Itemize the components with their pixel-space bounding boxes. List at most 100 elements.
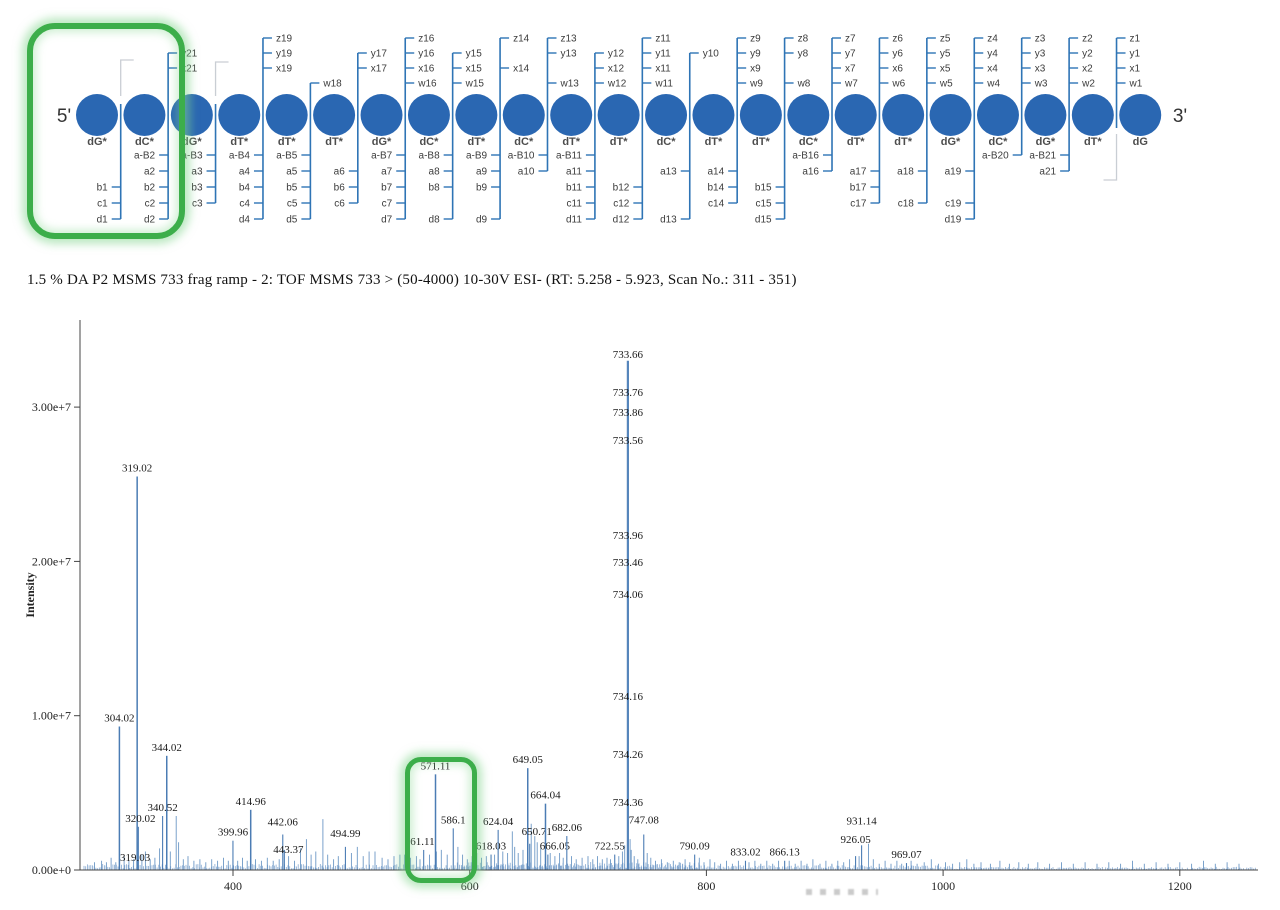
residue-circle [787, 94, 830, 136]
residue-label: dC* [135, 136, 155, 148]
fragment-ion-label: x9 [750, 64, 761, 75]
fragment-ion-label: w7 [844, 79, 858, 90]
peak-label: 586.1 [441, 814, 466, 826]
fragment-ion-label: a19 [945, 167, 962, 178]
fragment-ion-label: c2 [145, 199, 156, 210]
isotope-peak-label: 733.86 [613, 407, 644, 419]
peak-label: 650.71 [522, 826, 552, 838]
fragment-ion-label: z7 [845, 34, 856, 45]
clipped-gray-text-fragment [806, 889, 878, 895]
peak-label: 722.55 [595, 841, 626, 853]
fragment-ion-label: d1 [97, 215, 109, 226]
fragment-ion-label: a5 [286, 167, 298, 178]
fragment-ion-label: x6 [892, 64, 903, 75]
fragment-ion-label: c7 [382, 199, 393, 210]
peak-label: 320.02 [125, 813, 155, 825]
fragment-ion-label: d12 [613, 215, 630, 226]
peak-label: 304.02 [104, 713, 134, 725]
fragment-ion-label: d15 [755, 215, 772, 226]
fragment-ion-label: z2 [1082, 34, 1093, 45]
residue-label: dG [1133, 136, 1148, 148]
fragment-ion-label: x12 [608, 64, 625, 75]
fragment-ion-label: y2 [1082, 49, 1093, 60]
fragment-ion-label: c14 [708, 199, 725, 210]
fragment-ion-label: a-B10 [508, 151, 535, 162]
fragment-ion-label: b14 [707, 183, 724, 194]
fragment-ion-label: a-B3 [181, 151, 203, 162]
fragment-ion-label: b3 [191, 183, 203, 194]
fragment-ion-label: d2 [144, 215, 156, 226]
residue-label: dT* [705, 136, 723, 148]
fragment-ion-label: x5 [940, 64, 951, 75]
isotope-peak-label: 733.66 [613, 349, 644, 361]
fragment-ion-label: y7 [845, 49, 856, 60]
minor-peaks [94, 816, 1240, 870]
peak-label: 494.99 [330, 828, 361, 840]
fragment-ion-label: a-B5 [276, 151, 298, 162]
fragment-ion-label: b6 [334, 183, 346, 194]
fragment-ion-label: b2 [144, 183, 156, 194]
fragment-ion-label: b8 [429, 183, 441, 194]
peak-label: 682.06 [552, 822, 583, 834]
residue-label: dT* [847, 136, 865, 148]
fragment-ion-label: z11 [655, 34, 671, 45]
peak-label: 443.37 [273, 844, 304, 856]
isotope-peak-label: 733.46 [613, 557, 644, 569]
fragment-ion-label: a13 [660, 167, 677, 178]
residue-circle [1119, 94, 1162, 136]
fragment-ion-label: c12 [613, 199, 630, 210]
fragment-ion-label: b15 [755, 183, 772, 194]
peak-label: 561.11 [405, 836, 435, 848]
peak-label: 969.07 [891, 849, 922, 861]
fragment-ion-label: d4 [239, 215, 251, 226]
x-axis-tick-label: 1000 [931, 879, 955, 893]
fragment-ion-label: w4 [986, 79, 1000, 90]
fragment-ion-label: w3 [1034, 79, 1048, 90]
residue-label: dT* [610, 136, 628, 148]
fragment-ion-label: a-B21 [1029, 151, 1056, 162]
fragment-ion-label: y3 [1035, 49, 1046, 60]
fragment-ion-label: a-B4 [229, 151, 251, 162]
peak-label: 649.05 [513, 754, 544, 766]
fragment-ion-label: w8 [797, 79, 811, 90]
faint-bracket [120, 59, 134, 96]
fragment-ion-label: z4 [987, 34, 998, 45]
fragment-ion-label: a4 [239, 167, 251, 178]
fragment-ion-label: d9 [476, 215, 488, 226]
fragment-ion-label: y21 [181, 49, 198, 60]
baseline-noise [83, 862, 1256, 870]
fragment-ion-label: x11 [655, 64, 671, 75]
fragment-ion-label: d11 [566, 215, 582, 226]
fragment-ion-label: d5 [286, 215, 298, 226]
noise-path [83, 862, 1256, 870]
fragment-ion-label: w2 [1081, 79, 1095, 90]
fragment-ion-label: y8 [798, 49, 809, 60]
fragment-ion-label: c19 [945, 199, 962, 210]
residue-label: dG* [87, 136, 107, 148]
fragment-ion-label: w16 [417, 79, 437, 90]
peak-label: 790.09 [680, 841, 711, 853]
fragment-ion-label: c5 [287, 199, 298, 210]
fragment-ion-label: z13 [560, 34, 577, 45]
fragment-ion-label: x17 [371, 64, 388, 75]
fragment-ion-label: a3 [191, 167, 203, 178]
fragment-ion-label: y13 [560, 49, 577, 60]
fragment-ion-label: d13 [660, 215, 677, 226]
fragment-ion-label: d7 [381, 215, 393, 226]
residue-circle [407, 94, 450, 136]
residue-circle [976, 94, 1019, 136]
residue-circle [834, 94, 877, 136]
peak-label: 664.04 [530, 790, 561, 802]
residue-label: dT* [325, 136, 343, 148]
isotope-peak-label: 733.76 [613, 387, 644, 399]
fragment-ion-label: b17 [850, 183, 867, 194]
fragment-ion-label: x3 [1035, 64, 1046, 75]
residue-label: dC* [419, 136, 439, 148]
residue-circle [550, 94, 593, 136]
fragment-ion-label: y5 [940, 49, 951, 60]
fragment-ion-label: a-B20 [982, 151, 1009, 162]
fragment-ion-label: w9 [749, 79, 763, 90]
fragment-ion-label: a-B8 [419, 151, 441, 162]
peak-label: 442.06 [268, 817, 299, 829]
